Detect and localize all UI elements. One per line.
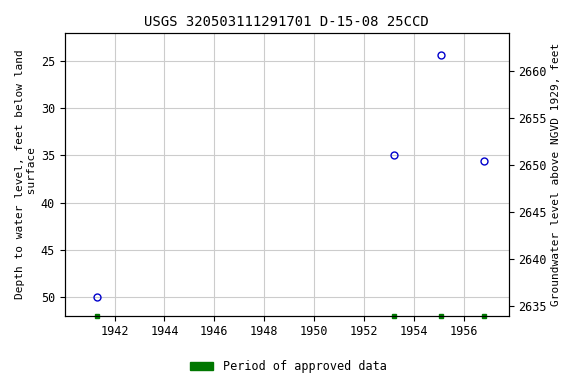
Y-axis label: Groundwater level above NGVD 1929, feet: Groundwater level above NGVD 1929, feet: [551, 43, 561, 306]
Legend: Period of approved data: Period of approved data: [185, 356, 391, 378]
Y-axis label: Depth to water level, feet below land
 surface: Depth to water level, feet below land su…: [15, 50, 37, 299]
Title: USGS 320503111291701 D-15-08 25CCD: USGS 320503111291701 D-15-08 25CCD: [145, 15, 429, 29]
